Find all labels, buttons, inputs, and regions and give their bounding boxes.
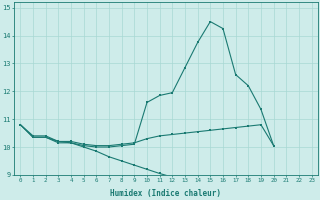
X-axis label: Humidex (Indice chaleur): Humidex (Indice chaleur) [110, 189, 221, 198]
